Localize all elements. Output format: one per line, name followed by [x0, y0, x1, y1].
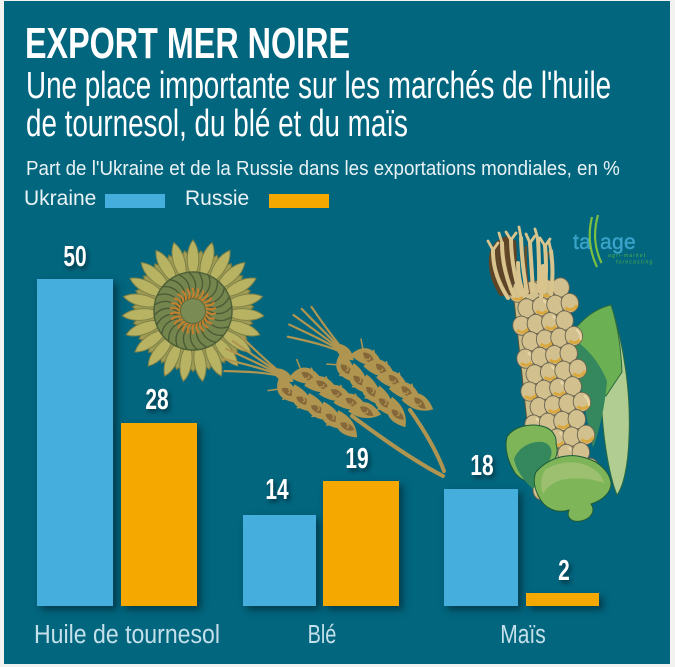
- svg-text:ta: ta: [573, 231, 591, 254]
- svg-text:age: age: [600, 231, 636, 254]
- svg-text:agri-market: agri-market: [608, 253, 646, 259]
- svg-text:forecasting: forecasting: [616, 260, 653, 266]
